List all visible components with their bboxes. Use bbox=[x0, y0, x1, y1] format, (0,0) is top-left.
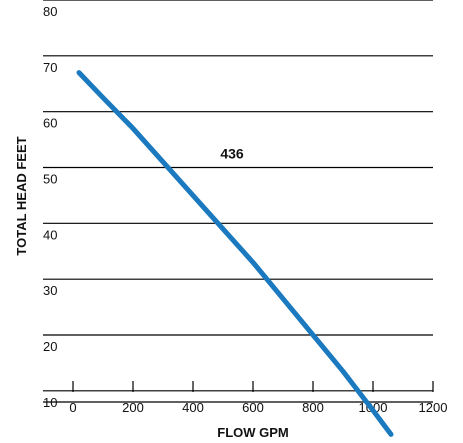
y-tick-label-30: 30 bbox=[43, 283, 57, 298]
series-label-436: 436 bbox=[220, 146, 244, 162]
x-tick-label-200: 200 bbox=[122, 400, 144, 415]
y-tick-label-10: 10 bbox=[43, 395, 57, 410]
y-tick-label-60: 60 bbox=[43, 116, 57, 131]
y-axis-title: TOTAL HEAD FEET bbox=[14, 136, 29, 255]
series-layer: 436 bbox=[76, 70, 394, 437]
horizontal-grid bbox=[43, 0, 433, 392]
y-tick-label-40: 40 bbox=[43, 227, 57, 242]
x-axis-title: FLOW GPM bbox=[217, 425, 289, 440]
x-tick-label-400: 400 bbox=[182, 400, 204, 415]
x-tick-label-600: 600 bbox=[242, 400, 264, 415]
x-tick-label-1200: 1200 bbox=[419, 400, 448, 415]
series-line-436 bbox=[76, 70, 394, 437]
y-tick-labels: 10 20 30 40 50 60 70 80 bbox=[43, 4, 57, 410]
x-tick-label-0: 0 bbox=[69, 400, 76, 415]
y-tick-label-50: 50 bbox=[43, 172, 57, 187]
x-tick-label-800: 800 bbox=[302, 400, 324, 415]
x-axis: 0 200 400 600 800 1000 1200 bbox=[43, 381, 447, 415]
y-tick-label-70: 70 bbox=[43, 60, 57, 75]
y-tick-label-80: 80 bbox=[43, 4, 57, 19]
y-tick-label-20: 20 bbox=[43, 339, 57, 354]
